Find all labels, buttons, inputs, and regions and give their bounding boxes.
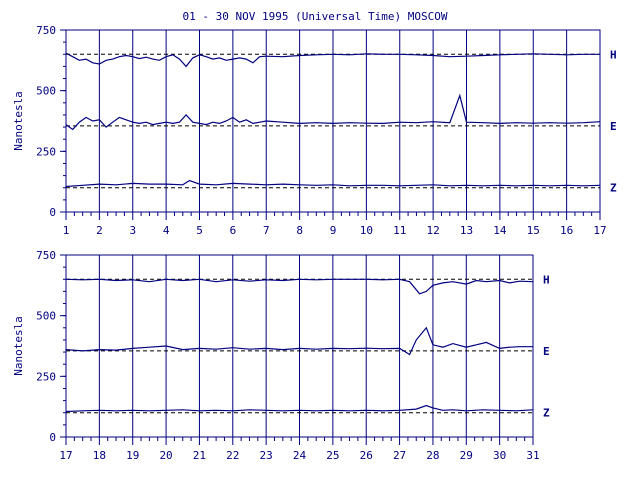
x-tick-label: 9: [330, 224, 337, 237]
x-tick-label: 27: [393, 449, 406, 462]
x-tick-label: 29: [460, 449, 473, 462]
x-tick-label: 2: [96, 224, 103, 237]
x-tick-label: 14: [493, 224, 507, 237]
series-line-z: [65, 179, 601, 188]
panel-top: 1 2 3 4 5 6 7 8 9 10 11 12 13 14 15 16 170250500750Nanot…: [12, 24, 617, 237]
series-label-z: Z: [610, 182, 617, 195]
x-tick-label: 15: [527, 224, 540, 237]
x-tick-label: 30: [493, 449, 506, 462]
y-tick-label: 500: [36, 310, 56, 323]
series-label-z: Z: [543, 407, 550, 420]
x-tick-label: 5: [196, 224, 203, 237]
y-axis-label: Nanotesla: [12, 316, 25, 376]
x-tick-label: 16: [560, 224, 573, 237]
y-tick-label: 500: [36, 85, 56, 98]
x-tick-label: 13: [460, 224, 473, 237]
series-label-e: E: [610, 120, 617, 133]
x-tick-label: 6: [230, 224, 237, 237]
x-tick-label: 31: [526, 449, 539, 462]
x-tick-label: 20: [159, 449, 172, 462]
y-tick-label: 250: [36, 370, 56, 383]
series-label-e: E: [543, 345, 550, 358]
y-tick-label: 750: [36, 249, 56, 262]
x-tick-label: 23: [260, 449, 273, 462]
x-tick-label: 19: [126, 449, 139, 462]
x-tick-label: 3: [129, 224, 136, 237]
x-tick-label: 12: [427, 224, 440, 237]
x-tick-label: 1: [63, 224, 70, 237]
series-label-h: H: [543, 273, 550, 286]
y-axis-label: Nanotesla: [12, 91, 25, 151]
x-tick-label: 11: [393, 224, 406, 237]
y-tick-label: 0: [49, 206, 56, 219]
x-tick-label: 17: [59, 449, 72, 462]
y-tick-label: 750: [36, 24, 56, 37]
x-tick-label: 4: [163, 224, 170, 237]
x-tick-label: 10: [360, 224, 373, 237]
x-tick-label: 17: [593, 224, 606, 237]
series-label-h: H: [610, 48, 617, 61]
series-line-z: [65, 404, 534, 413]
x-tick-label: 18: [93, 449, 106, 462]
y-tick-label: 250: [36, 145, 56, 158]
panel-bottom: 17 18 19 20 21 22 23 24 25 26 27 28 29 30 31 0 250 500 750…: [12, 249, 550, 462]
x-tick-label: 7: [263, 224, 270, 237]
series-line-h: [65, 52, 600, 68]
y-tick-label: 0: [49, 431, 56, 444]
x-tick-label: 28: [426, 449, 439, 462]
series-line-e: [65, 326, 533, 356]
x-tick-label: 22: [226, 449, 239, 462]
x-tick-label: 24: [293, 449, 307, 462]
x-tick-label: 21: [193, 449, 206, 462]
series-line-e: [65, 93, 601, 131]
series-line-h: [65, 278, 534, 295]
x-tick-label: 25: [326, 449, 339, 462]
chart-title: 01 - 30 NOV 1995 (Universal Time) MOSCOW: [183, 10, 448, 23]
x-tick-label: 8: [296, 224, 303, 237]
x-tick-label: 26: [360, 449, 373, 462]
